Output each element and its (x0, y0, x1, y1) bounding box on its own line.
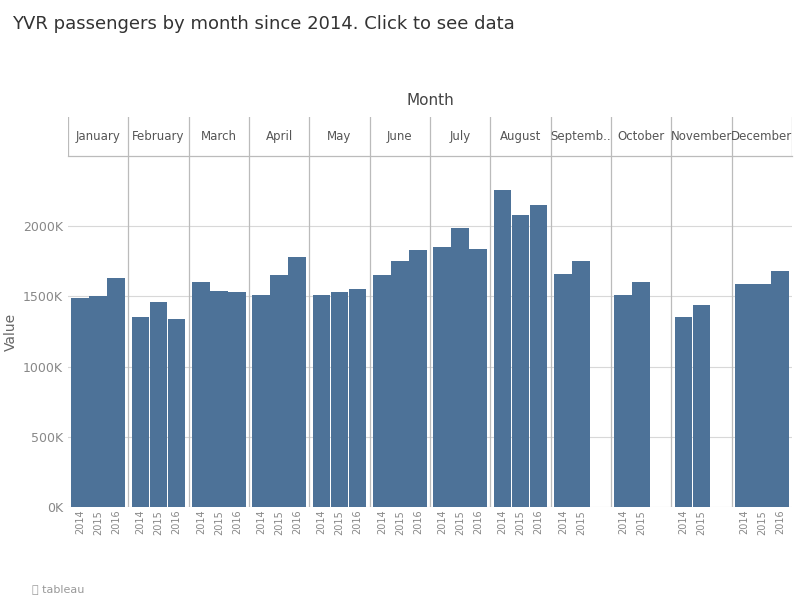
Bar (313, 295, 330, 507)
Bar (753, 284, 770, 507)
Bar (90, 296, 107, 507)
Bar (470, 248, 487, 507)
Text: March: March (201, 130, 237, 143)
Text: YVR passengers by month since 2014. Click to see data: YVR passengers by month since 2014. Clic… (12, 15, 514, 33)
Bar (373, 275, 390, 507)
Bar (150, 302, 167, 507)
Bar (391, 262, 409, 507)
Bar (771, 271, 789, 507)
Bar (330, 292, 348, 507)
Y-axis label: Value: Value (3, 313, 18, 350)
Text: April: April (266, 130, 293, 143)
Bar (530, 205, 547, 507)
Text: Septemb..: Septemb.. (550, 130, 611, 143)
Bar (512, 215, 530, 507)
Bar (289, 257, 306, 507)
Text: October: October (618, 130, 665, 143)
Bar (572, 262, 590, 507)
Bar (349, 289, 366, 507)
Text: May: May (327, 130, 352, 143)
Bar (494, 190, 511, 507)
Text: August: August (500, 130, 541, 143)
Text: February: February (132, 130, 185, 143)
Bar (228, 292, 246, 507)
Bar (168, 319, 186, 507)
Bar (614, 295, 632, 507)
Bar (735, 284, 753, 507)
Text: ⭕ tableau: ⭕ tableau (32, 584, 84, 594)
Text: December: December (731, 130, 793, 143)
Bar (71, 298, 89, 507)
Text: June: June (387, 130, 413, 143)
Text: July: July (450, 130, 470, 143)
Text: Month: Month (406, 93, 454, 108)
Text: January: January (76, 130, 121, 143)
Bar (693, 305, 710, 507)
Bar (434, 247, 451, 507)
Bar (451, 227, 469, 507)
Text: November: November (671, 130, 732, 143)
Bar (192, 283, 210, 507)
Bar (270, 275, 288, 507)
Bar (210, 291, 227, 507)
Bar (554, 274, 571, 507)
Bar (132, 317, 150, 507)
Bar (633, 283, 650, 507)
Bar (674, 317, 692, 507)
Bar (107, 278, 125, 507)
Bar (253, 295, 270, 507)
Bar (409, 250, 426, 507)
